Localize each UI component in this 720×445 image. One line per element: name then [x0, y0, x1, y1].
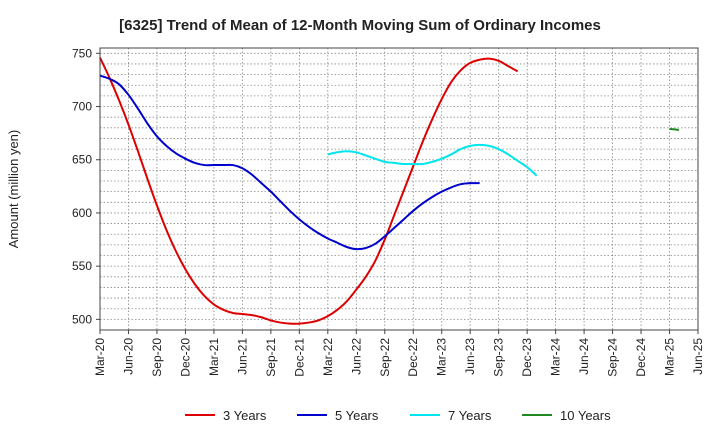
chart-title: [6325] Trend of Mean of 12-Month Moving … — [119, 17, 601, 34]
y-tick-label: 750 — [72, 46, 92, 60]
x-tick-label: Jun-25 — [691, 338, 705, 375]
y-tick-label: 700 — [72, 100, 92, 114]
x-tick-label: Dec-20 — [178, 338, 192, 377]
x-tick-label: Dec-24 — [634, 338, 648, 377]
y-axis-label: Amount (million yen) — [6, 130, 21, 249]
legend: 3 Years 5 Years 7 Years 10 Years — [185, 408, 611, 423]
series-line-10-years — [669, 127, 680, 131]
x-tick-label: Mar-23 — [435, 338, 449, 376]
series-line-7-years — [327, 143, 538, 177]
x-tick-label: Dec-22 — [406, 338, 420, 377]
series-line-5-years — [99, 74, 480, 251]
x-tick-label: Mar-24 — [549, 338, 563, 376]
legend-label-5-years: 5 Years — [335, 408, 379, 423]
legend-label-7-years: 7 Years — [448, 408, 492, 423]
x-tick-label: Jun-22 — [349, 338, 363, 375]
x-tick-label: Mar-21 — [207, 338, 221, 376]
series-lines — [99, 57, 680, 325]
x-tick-label: Dec-21 — [292, 338, 306, 377]
y-tick-label: 500 — [72, 312, 92, 326]
x-tick-label: Sep-24 — [606, 338, 620, 377]
series-line-3-years — [99, 57, 519, 325]
x-tick-label: Sep-22 — [378, 338, 392, 377]
x-tick-label: Jun-23 — [463, 338, 477, 375]
x-tick-label: Mar-25 — [663, 338, 677, 376]
x-tick-label: Sep-21 — [264, 338, 278, 377]
legend-label-10-years: 10 Years — [560, 408, 611, 423]
y-tick-label: 550 — [72, 259, 92, 273]
x-tick-label: Jun-21 — [235, 338, 249, 375]
x-tick-label: Sep-20 — [150, 338, 164, 377]
axis-ticks: 500 550 600 650 700 750 Mar-20 Jun-20 Sep-20 Dec-… — [72, 46, 705, 376]
x-tick-label: Mar-20 — [93, 338, 107, 376]
x-tick-label: Mar-22 — [321, 338, 335, 376]
x-tick-label: Jun-24 — [577, 338, 591, 375]
plot-area-frame — [99, 47, 699, 331]
y-tick-label: 600 — [72, 206, 92, 220]
legend-label-3-years: 3 Years — [223, 408, 267, 423]
grid — [100, 48, 698, 330]
x-tick-label: Dec-23 — [520, 338, 534, 377]
y-tick-label: 650 — [72, 153, 92, 167]
x-tick-label: Jun-20 — [121, 338, 135, 375]
x-tick-label: Sep-23 — [492, 338, 506, 377]
